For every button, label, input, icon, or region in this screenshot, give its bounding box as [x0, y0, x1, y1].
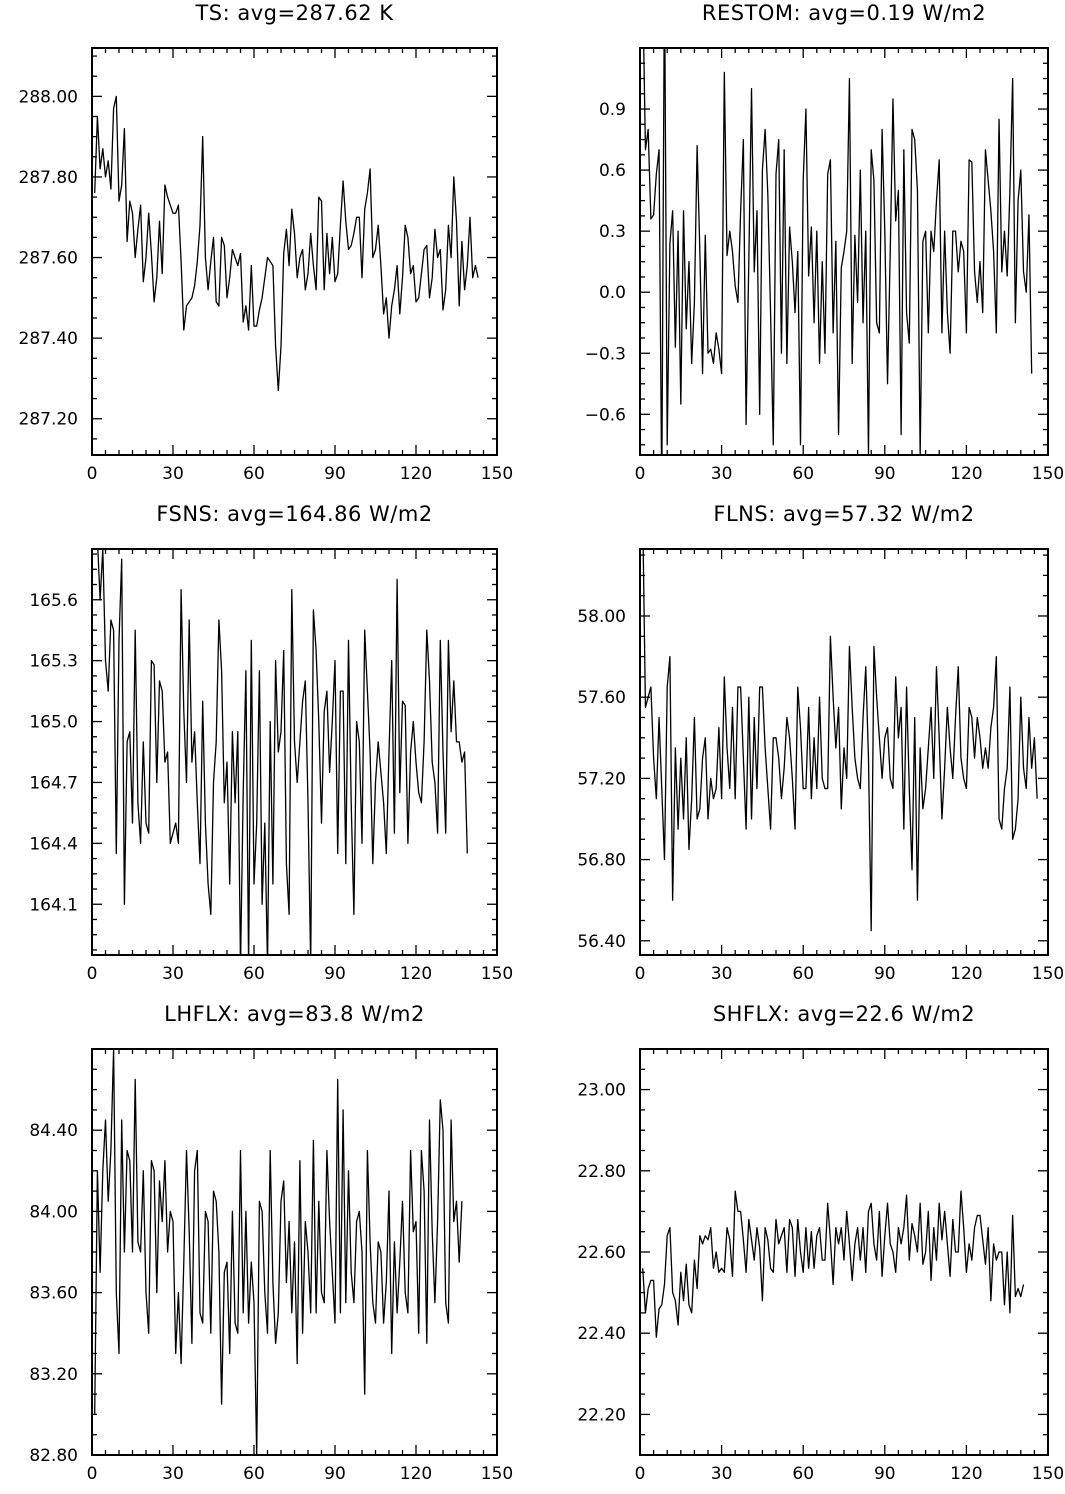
- y-tick-label: 0.6: [599, 161, 626, 181]
- x-tick-label: 150: [481, 1464, 513, 1484]
- y-tick-label: 0.0: [599, 283, 626, 303]
- chart-title: TS: avg=287.62 K: [194, 1, 394, 25]
- series-line: [642, 1190, 1025, 1338]
- x-tick-label: 90: [874, 964, 896, 984]
- x-tick-label: 0: [87, 964, 98, 984]
- y-tick-label: −0.6: [585, 405, 626, 425]
- x-tick-label: 90: [324, 1464, 346, 1484]
- y-tick-label: 288.00: [19, 87, 78, 107]
- x-tick-label: 150: [481, 464, 513, 484]
- y-tick-label: 58.00: [577, 607, 626, 627]
- x-tick-label: 60: [243, 1464, 265, 1484]
- y-tick-label: 82.80: [29, 1446, 78, 1466]
- series-line: [643, 48, 1033, 455]
- y-tick-label: 83.20: [29, 1365, 78, 1385]
- x-tick-label: 60: [243, 964, 265, 984]
- y-tick-label: 164.7: [29, 773, 78, 793]
- y-tick-label: 56.80: [577, 851, 626, 871]
- y-tick-label: 83.60: [29, 1284, 78, 1304]
- series-line: [94, 1049, 463, 1455]
- x-tick-label: 120: [950, 964, 982, 984]
- series-line: [94, 95, 479, 392]
- x-tick-label: 0: [635, 464, 646, 484]
- x-tick-label: 150: [481, 964, 513, 984]
- x-tick-label: 120: [400, 1464, 432, 1484]
- x-tick-label: 120: [400, 464, 432, 484]
- chart-panel-ts: TS: avg=287.62 K 0 30 60 90 120 150 287.20 287.4…: [19, 1, 514, 484]
- series-line: [642, 549, 1038, 932]
- y-tick-label: 164.1: [29, 895, 78, 915]
- y-tick-label: 287.80: [19, 168, 78, 188]
- x-tick-label: 30: [711, 464, 733, 484]
- chart-title: LHFLX: avg=83.8 W/m2: [164, 1002, 425, 1026]
- x-tick-label: 30: [162, 964, 184, 984]
- x-tick-label: 0: [635, 1464, 646, 1484]
- y-tick-label: 164.4: [29, 834, 78, 854]
- x-tick-label: 90: [324, 964, 346, 984]
- y-tick-label: −0.3: [585, 344, 626, 364]
- chart-panel-fsns: FSNS: avg=164.86 W/m2 0 30 60 90 120 150 164.1 1…: [29, 502, 513, 984]
- y-tick-label: 56.40: [577, 932, 626, 952]
- x-tick-label: 0: [87, 464, 98, 484]
- x-tick-label: 30: [162, 1464, 184, 1484]
- x-tick-label: 120: [950, 1464, 982, 1484]
- y-tick-label: 165.6: [29, 591, 78, 611]
- chart-title: FLNS: avg=57.32 W/m2: [713, 502, 974, 526]
- x-tick-label: 0: [635, 964, 646, 984]
- x-tick-label: 0: [87, 1464, 98, 1484]
- y-tick-label: 23.00: [577, 1081, 626, 1101]
- chart-panel-restom: RESTOM: avg=0.19 W/m2 0 30 60 90 120 150 −0.6 −0…: [585, 1, 1065, 484]
- x-tick-label: 30: [162, 464, 184, 484]
- y-tick-label: 165.3: [29, 652, 78, 672]
- x-tick-label: 150: [1032, 1464, 1064, 1484]
- x-tick-label: 90: [874, 1464, 896, 1484]
- y-tick-label: 84.40: [29, 1121, 78, 1141]
- chart-title: RESTOM: avg=0.19 W/m2: [702, 1, 986, 25]
- chart-title: SHFLX: avg=22.6 W/m2: [713, 1002, 975, 1026]
- y-tick-label: 287.60: [19, 249, 78, 269]
- y-tick-label: 22.20: [577, 1405, 626, 1425]
- y-tick-label: 0.3: [599, 222, 626, 242]
- chart-panel-flns: FLNS: avg=57.32 W/m2 0 30 60 90 120 150 56.40 56…: [577, 502, 1064, 984]
- y-tick-label: 287.20: [19, 410, 78, 430]
- x-tick-label: 150: [1032, 964, 1064, 984]
- chart-panel-shflx: SHFLX: avg=22.6 W/m2 0 30 60 90 120 150 22.20 22…: [577, 1002, 1064, 1484]
- y-tick-label: 22.80: [577, 1162, 626, 1182]
- chart-panel-lhflx: LHFLX: avg=83.8 W/m2 0 30 60 90 120 150 82.80 83…: [29, 1002, 513, 1484]
- y-tick-label: 84.00: [29, 1202, 78, 1222]
- y-tick-label: 57.20: [577, 769, 626, 789]
- y-tick-label: 165.0: [29, 713, 78, 733]
- y-tick-label: 22.60: [577, 1243, 626, 1263]
- x-tick-label: 30: [711, 964, 733, 984]
- x-tick-label: 60: [792, 464, 814, 484]
- y-tick-label: 57.60: [577, 688, 626, 708]
- x-tick-label: 120: [400, 964, 432, 984]
- chart-title: FSNS: avg=164.86 W/m2: [156, 502, 432, 526]
- x-tick-label: 60: [792, 964, 814, 984]
- y-tick-label: 22.40: [577, 1324, 626, 1344]
- x-tick-label: 90: [874, 464, 896, 484]
- x-tick-label: 30: [711, 1464, 733, 1484]
- x-tick-label: 120: [950, 464, 982, 484]
- x-tick-label: 90: [324, 464, 346, 484]
- x-tick-label: 60: [243, 464, 265, 484]
- x-tick-label: 150: [1032, 464, 1064, 484]
- y-tick-label: 0.9: [599, 100, 626, 120]
- series-line: [97, 549, 468, 955]
- y-tick-label: 287.40: [19, 329, 78, 349]
- x-tick-label: 60: [792, 1464, 814, 1484]
